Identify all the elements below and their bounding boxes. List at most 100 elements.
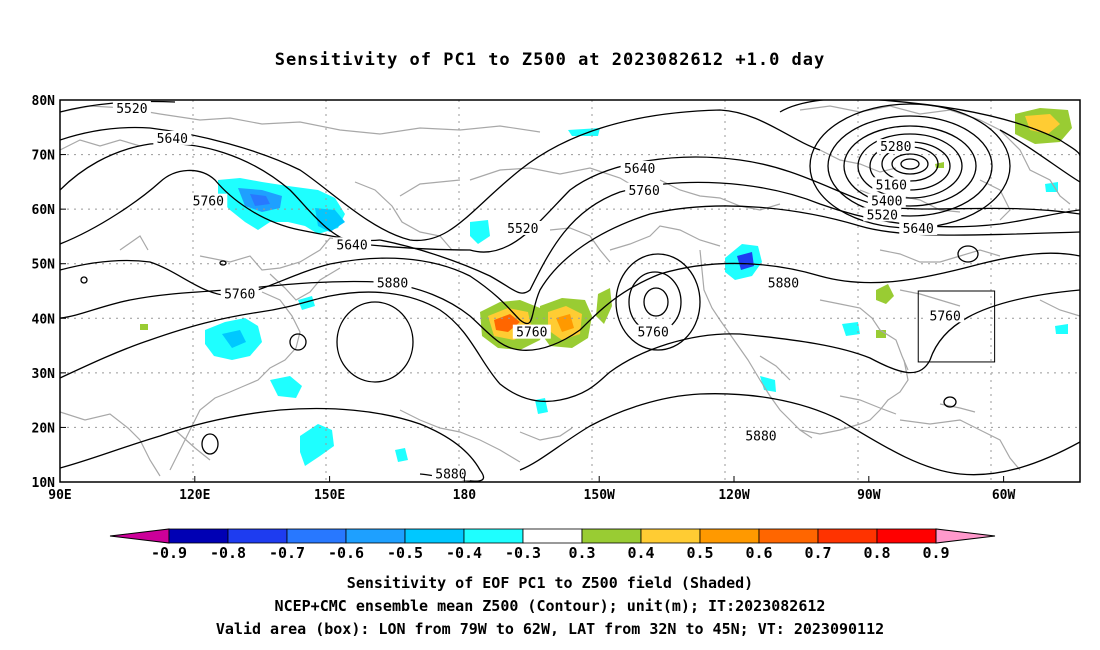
shade-negative-atl3: [1055, 324, 1068, 334]
colorbar-label: -0.8: [210, 544, 246, 562]
valid-area-box: [917, 290, 996, 363]
contour-label-bg: [431, 466, 470, 481]
lat-label: 20N: [32, 421, 56, 436]
colorbar-label: 0.5: [686, 544, 713, 562]
contour-label-bg: [620, 160, 659, 175]
plot-title: Sensitivity of PC1 to Z500 at 2023082612…: [274, 50, 826, 70]
colorbar-label: 0.8: [863, 544, 890, 562]
lat-label: 30N: [32, 367, 56, 382]
lat-label: 60N: [32, 203, 56, 218]
contour-label: 5280: [880, 140, 911, 155]
lon-label: 90E: [48, 488, 71, 503]
lat-label: 80N: [32, 94, 56, 109]
longitude-labels: 90E 120E 150E 180 150W 120W 90W 60W: [48, 476, 1016, 503]
lon-label: 150E: [314, 488, 345, 503]
colorbar-high-end: [935, 528, 996, 544]
shade-negative-east: [315, 208, 345, 232]
contour-label-bg: [634, 324, 673, 339]
colorbar-swatch: [227, 528, 288, 544]
lat-label: 70N: [32, 149, 56, 164]
colorbar-swatch: [286, 528, 347, 544]
colorbar-label: 0.9: [922, 544, 949, 562]
colorbar-label: 0.3: [568, 544, 595, 562]
contour-label: 5520: [867, 208, 898, 223]
lon-label: 180: [453, 488, 477, 503]
shade-positive-gulf-alaska: [596, 288, 612, 324]
shade-negative-okhotsk: [470, 220, 490, 244]
colorbar-swatch: [404, 528, 465, 544]
lat-label: 50N: [32, 258, 56, 273]
caption-line-3: Valid area (box): LON from 79W to 62W, L…: [215, 620, 885, 638]
contour-label-bg: [876, 139, 915, 154]
contour-label: 5160: [876, 178, 907, 193]
contour-label-bg: [112, 100, 151, 115]
contour-label-bg: [899, 220, 938, 235]
shade-negative-pacific1: [270, 376, 302, 398]
contour-label: 5760: [628, 184, 659, 199]
contour-label: 5640: [336, 238, 367, 253]
contour-label: 5880: [377, 277, 408, 292]
shade-positive-east-us: [876, 284, 894, 304]
contour-label-bg: [764, 275, 803, 290]
contour-label-bg: [220, 286, 259, 301]
lat-label: 10N: [32, 476, 56, 491]
contour-label-bg: [867, 193, 906, 208]
contour-label: 5640: [157, 132, 188, 147]
contour-label: 5760: [193, 195, 224, 210]
shade-negative-atl1: [842, 322, 860, 336]
colorbar-swatch: [817, 528, 878, 544]
contour-label-bg: [153, 130, 192, 145]
contour-label-bg: [503, 220, 542, 235]
shade-positive-aleutian-east-orange: [556, 314, 574, 332]
caption-line-2: NCEP+CMC ensemble mean Z500 (Contour); u…: [274, 597, 826, 615]
shade-negative-pacific5: [298, 296, 315, 310]
contour-label: 5760: [637, 326, 668, 341]
colorbar-swatch: [699, 528, 760, 544]
colorbar: -0.9 -0.8 -0.7 -0.6 -0.5 -0.4 -0.3 0.3 0.4 0.5 0.6…: [109, 528, 996, 562]
colorbar-swatch: [345, 528, 406, 544]
shade-negative-caribbean: [760, 376, 776, 392]
contour-label-bg: [625, 182, 664, 197]
lon-label: 150W: [584, 488, 615, 503]
shade-negative-siberia-core2: [250, 194, 270, 206]
contour-label-bg: [373, 275, 412, 290]
colorbar-swatch: [522, 528, 583, 544]
contour-label-bg: [926, 308, 965, 323]
contour-label: 5760: [516, 326, 547, 341]
shade-negative-canada-core: [737, 252, 754, 270]
colorbar-swatch: [876, 528, 937, 544]
colorbar-label: -0.5: [387, 544, 423, 562]
contour-label: 5880: [745, 429, 776, 444]
contour-label-bg: [872, 177, 911, 192]
lon-label: 60W: [992, 488, 1016, 503]
contour-label: 5880: [768, 277, 799, 292]
colorbar-swatch: [640, 528, 701, 544]
shade-positive-aleutian-west-red: [494, 314, 520, 332]
colorbar-swatch: [168, 528, 229, 544]
shade-negative-pacific3: [395, 448, 408, 462]
colorbar-label: 0.7: [804, 544, 831, 562]
latitude-labels: 80N 70N 60N 50N 40N 30N 20N 10N: [32, 94, 66, 491]
lon-label: 120E: [179, 488, 210, 503]
colorbar-label: 0.6: [745, 544, 772, 562]
contour-label: 5520: [507, 222, 538, 237]
colorbar-label: -0.6: [328, 544, 364, 562]
colorbar-label: -0.9: [151, 544, 187, 562]
contour-label: 5640: [903, 222, 934, 237]
lat-label: 40N: [32, 312, 56, 327]
contour-label-bg: [741, 428, 780, 443]
contour-label-bg: [189, 193, 228, 208]
contour-label-bg: [863, 207, 902, 222]
caption-line-1: Sensitivity of EOF PC1 to Z500 field (Sh…: [346, 574, 754, 592]
colorbar-swatch: [463, 528, 524, 544]
sensitivity-shading: [140, 108, 1072, 466]
colorbar-low-end: [109, 528, 170, 544]
contour-label: 5760: [224, 287, 255, 302]
contour-label: 5520: [116, 102, 147, 117]
lon-label: 120W: [718, 488, 749, 503]
contour-label-bg: [333, 237, 372, 252]
contour-label: 5400: [871, 195, 902, 210]
contour-label: 5760: [930, 309, 961, 324]
map-frame: [59, 99, 1081, 483]
